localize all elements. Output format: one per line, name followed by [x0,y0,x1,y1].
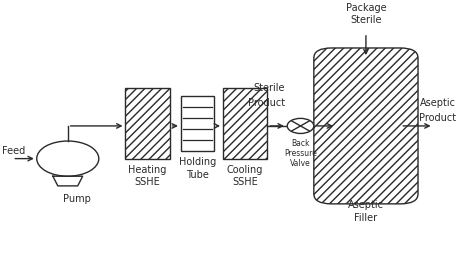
Text: Product: Product [248,98,285,108]
Text: Cooling: Cooling [227,165,263,175]
Circle shape [287,118,314,134]
Text: Aseptic: Aseptic [420,98,456,108]
Text: SSHE: SSHE [135,178,160,187]
Text: SSHE: SSHE [232,178,258,187]
Bar [223,88,267,159]
Text: Pressure: Pressure [284,148,317,158]
Text: Back: Back [292,139,310,147]
Text: Sterile: Sterile [254,83,285,93]
Bar [126,88,170,159]
Bar [223,88,267,159]
Text: Heating: Heating [128,165,167,175]
Text: Aseptic: Aseptic [348,200,384,210]
Text: Package: Package [346,3,386,13]
Text: Holding: Holding [179,157,216,167]
Text: Product: Product [419,113,456,123]
Text: Valve: Valve [290,159,311,168]
Text: Tube: Tube [186,170,209,180]
Text: Pump: Pump [63,194,91,204]
FancyBboxPatch shape [314,48,418,204]
Text: Filler: Filler [355,213,377,223]
Bar [126,88,170,159]
Text: Feed: Feed [2,146,26,156]
Text: Sterile: Sterile [350,15,382,25]
Bar [181,96,214,151]
